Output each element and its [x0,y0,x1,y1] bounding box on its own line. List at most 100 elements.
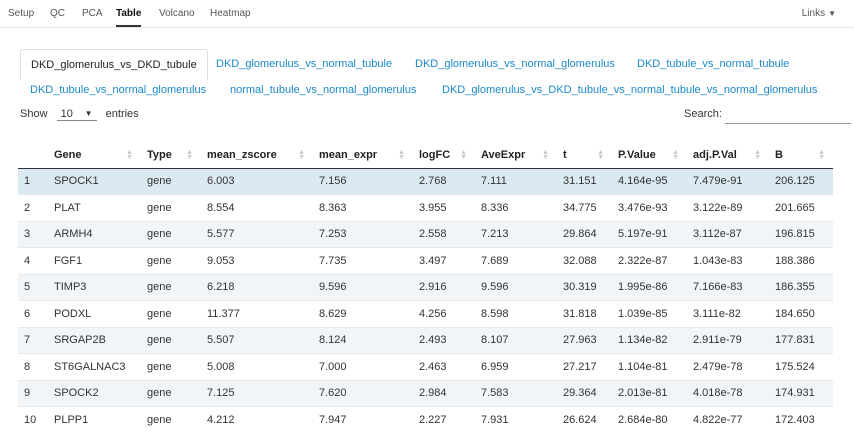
table-row[interactable]: 4 FGF1 gene 9.053 7.735 3.497 7.689 32.088 2.322… [18,247,833,274]
table-row[interactable]: 1 SPOCK1 gene 6.003 7.156 2.768 7.111 31.151 4.1… [18,167,833,195]
cell-index: 8 [18,353,48,380]
cell-type: gene [141,326,201,354]
table-row[interactable]: 9 SPOCK2 gene 7.125 7.620 2.984 7.583 29.364 2.0… [18,379,833,407]
cell-mean-expr: 7.156 [313,167,413,195]
sort-icon: ▲ ▼ [126,149,133,161]
links-label: Links [801,8,826,19]
cell-adjpval: 7.479e-91 [687,167,769,195]
cell-mean-zscore: 5.577 [201,220,313,248]
sort-icon: ▲ ▼ [672,149,679,161]
sort-icon: ▲ ▼ [542,149,549,161]
col-header-mean-zscore[interactable]: mean_zscore ▲ ▼ [201,142,313,169]
cell-type: gene [141,247,201,274]
nav-pca[interactable]: PCA [82,8,103,19]
nav-volcano[interactable]: Volcano [159,8,195,19]
table-row[interactable]: 5 TIMP3 gene 6.218 9.596 2.916 9.596 30.319 1.99… [18,273,833,301]
cell-index: 6 [18,300,48,327]
cell-adjpval: 4.018e-78 [687,379,769,407]
nav-table[interactable]: Table [116,8,142,27]
col-header-b[interactable]: B ▲ ▼ [769,142,833,169]
cell-adjpval: 3.122e-89 [687,194,769,221]
cell-adjpval: 2.911e-79 [687,326,769,354]
tab-dkd-tubule-vs-normal-glom[interactable]: DKD_tubule_vs_normal_glomerulus [30,84,207,96]
tab-normal-tubule-vs-normal-glom[interactable]: normal_tubule_vs_normal_glomerulus [230,84,417,96]
cell-type: gene [141,167,201,195]
cell-aveexpr: 7.111 [475,167,557,195]
cell-b: 188.386 [769,247,833,274]
tab-all-four-groups[interactable]: DKD_glomerulus_vs_DKD_tubule_vs_normal_t… [442,84,818,96]
cell-logfc: 2.984 [413,379,475,407]
caret-down-icon: ▼ [828,9,836,18]
tab-dkd-glom-vs-dkd-tubule[interactable]: DKD_glomerulus_vs_DKD_tubule [20,49,208,81]
nav-setup[interactable]: Setup [8,8,35,19]
cell-mean-zscore: 5.507 [201,326,313,354]
cell-adjpval: 3.111e-82 [687,300,769,327]
cell-mean-zscore: 9.053 [201,247,313,274]
col-header-mean-expr[interactable]: mean_expr ▲ ▼ [313,142,413,169]
cell-adjpval: 3.112e-87 [687,220,769,248]
col-header-adjpval[interactable]: adj.P.Val ▲ ▼ [687,142,769,169]
cell-index: 4 [18,247,48,274]
cell-pvalue: 1.995e-86 [612,273,687,301]
col-header-pvalue[interactable]: P.Value ▲ ▼ [612,142,687,169]
cell-index: 1 [18,167,48,195]
cell-index: 5 [18,273,48,301]
table-row[interactable]: 6 PODXL gene 11.377 8.629 4.256 8.598 31.818 1.0… [18,300,833,327]
table-row[interactable]: 8 ST6GALNAC3 gene 5.008 7.000 2.463 6.959 27.21… [18,353,833,380]
cell-t: 30.319 [557,273,612,301]
cell-aveexpr: 8.336 [475,194,557,221]
cell-pvalue: 2.322e-87 [612,247,687,274]
col-header-gene[interactable]: Gene ▲ ▼ [48,142,141,169]
chevron-down-icon: ▼ [84,109,93,118]
sort-icon: ▲ ▼ [754,149,761,161]
col-header-aveexpr[interactable]: AveExpr ▲ ▼ [475,142,557,169]
cell-t: 29.864 [557,220,612,248]
cell-logfc: 2.768 [413,167,475,195]
cell-b: 186.355 [769,273,833,301]
cell-gene: PODXL [48,300,141,327]
nav-heatmap[interactable]: Heatmap [210,8,251,19]
cell-type: gene [141,406,201,433]
cell-adjpval: 4.822e-77 [687,406,769,433]
cell-t: 31.818 [557,300,612,327]
cell-pvalue: 5.197e-91 [612,220,687,248]
cell-mean-expr: 8.124 [313,326,413,354]
search-label: Search: [684,108,722,120]
cell-logfc: 2.227 [413,406,475,433]
cell-gene: ARMH4 [48,220,141,248]
cell-b: 201.665 [769,194,833,221]
cell-mean-expr: 7.947 [313,406,413,433]
cell-gene: SRGAP2B [48,326,141,354]
table-row[interactable]: 3 ARMH4 gene 5.577 7.253 2.558 7.213 29.864 5.19… [18,220,833,248]
entries-select[interactable]: 10 ▼ [56,108,97,121]
search-input[interactable] [725,104,851,124]
col-header-logfc[interactable]: logFC ▲ ▼ [413,142,475,169]
header-row: Gene ▲ ▼ Type ▲ ▼ mean_zscore ▲ ▼ mean_expr ▲ ▼ … [18,142,833,169]
tab-dkd-glom-vs-normal-tubule[interactable]: DKD_glomerulus_vs_normal_tubule [216,58,393,70]
cell-b: 175.524 [769,353,833,380]
cell-aveexpr: 7.583 [475,379,557,407]
tab-dkd-glom-vs-normal-glom[interactable]: DKD_glomerulus_vs_normal_glomerulus [415,58,615,70]
cell-adjpval: 7.166e-83 [687,273,769,301]
cell-aveexpr: 7.213 [475,220,557,248]
sort-icon: ▲ ▼ [186,149,193,161]
col-header-t[interactable]: t ▲ ▼ [557,142,612,169]
sort-icon: ▲ ▼ [398,149,405,161]
cell-t: 26.624 [557,406,612,433]
cell-gene: SPOCK1 [48,167,141,195]
length-control: Show 10 ▼ entries [20,108,139,121]
links-menu[interactable]: Links ▼ [802,8,836,19]
col-header-type[interactable]: Type ▲ ▼ [141,142,201,169]
table-row[interactable]: 2 PLAT gene 8.554 8.363 3.955 8.336 34.775 3.476… [18,194,833,221]
table-row[interactable]: 7 SRGAP2B gene 5.507 8.124 2.493 8.107 27.963 1.… [18,326,833,354]
tab-dkd-tubule-vs-normal-tubule[interactable]: DKD_tubule_vs_normal_tubule [637,58,790,70]
nav-qc[interactable]: QC [50,8,65,19]
show-label: Show [20,108,48,120]
cell-mean-zscore: 6.218 [201,273,313,301]
cell-b: 174.931 [769,379,833,407]
cell-mean-expr: 8.363 [313,194,413,221]
cell-aveexpr: 7.931 [475,406,557,433]
cell-pvalue: 2.684e-80 [612,406,687,433]
table-row[interactable]: 10 PLPP1 gene 4.212 7.947 2.227 7.931 26.624 2.6… [18,406,833,433]
cell-pvalue: 2.013e-81 [612,379,687,407]
